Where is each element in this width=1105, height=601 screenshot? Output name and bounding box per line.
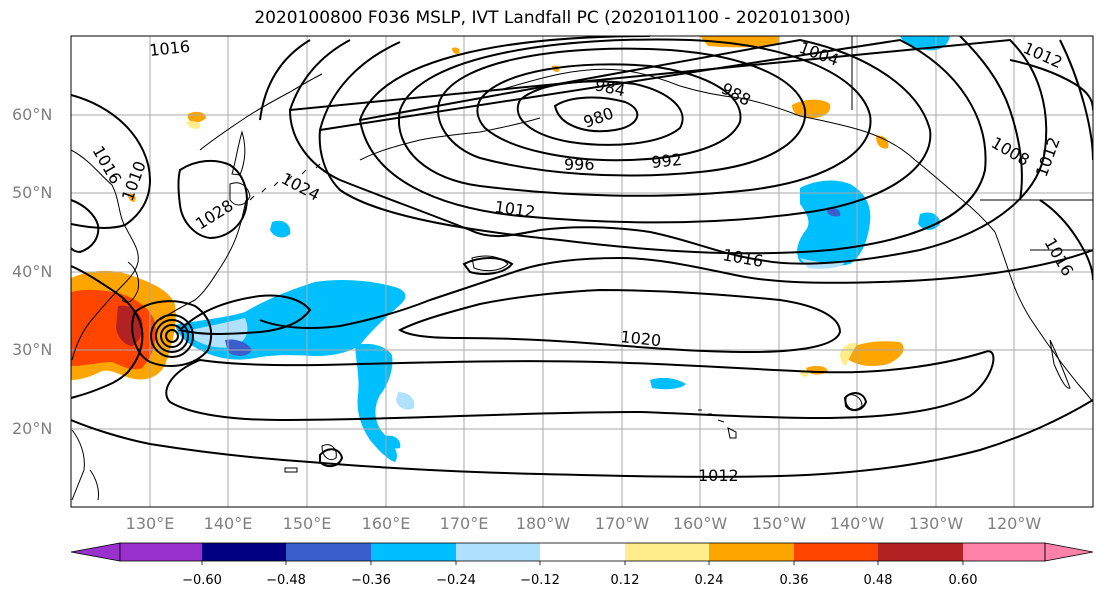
map-border xyxy=(70,35,1094,508)
colorbar-tick-label: 0.48 xyxy=(863,573,893,588)
lon-label: 150°E xyxy=(282,514,332,533)
shading-yellow-kamchatka xyxy=(186,121,201,129)
colorbar-tick-label: −0.60 xyxy=(182,573,222,588)
mslp-contours xyxy=(71,36,1093,478)
lon-label: 170°E xyxy=(439,514,489,533)
colorbar-tick-label: 0.36 xyxy=(779,573,809,588)
colorbar-bin xyxy=(794,543,878,561)
shading-lightblue-filament xyxy=(396,392,415,410)
lon-label: 160°E xyxy=(361,514,411,533)
colorbar-bin xyxy=(202,543,286,561)
colorbar-max-extend xyxy=(1044,542,1094,562)
colorbar-bin xyxy=(709,543,794,561)
colorbar-tick-label: −0.12 xyxy=(520,573,560,588)
shading-orange-near-top xyxy=(452,47,460,54)
shading-blue-dark-goa xyxy=(826,207,841,217)
colorbar-bin xyxy=(625,543,709,561)
isobar-label: 1020 xyxy=(620,327,662,350)
colorbar-tick-label: −0.36 xyxy=(351,573,391,588)
graticule xyxy=(71,36,1093,507)
shading-blue-small-south xyxy=(386,435,401,449)
lon-label: 120°W xyxy=(986,514,1042,533)
colorbar-tick-label: −0.48 xyxy=(266,573,306,588)
colorbar-tick-label: 0.60 xyxy=(948,573,978,588)
lon-label: 160°W xyxy=(672,514,728,533)
shading-orange-alaska-2 xyxy=(876,135,889,149)
lat-label-50n: 50°N xyxy=(12,183,53,202)
shading-blue-darker xyxy=(225,339,252,356)
isobar-label: 996 xyxy=(564,155,595,174)
lon-label: 170°W xyxy=(594,514,650,533)
lat-label-60n: 60°N xyxy=(12,105,53,124)
colorbar-bin xyxy=(963,543,1045,561)
colorbar-bin xyxy=(878,543,963,561)
shading-blue-kuril xyxy=(270,220,291,238)
lon-label: 130°E xyxy=(125,514,175,533)
colorbar xyxy=(70,542,1094,565)
lat-label-20n: 20°N xyxy=(12,419,53,438)
shading-orange-subtropical xyxy=(846,341,904,366)
isobar-label: 992 xyxy=(650,150,682,172)
map-panel: 1016 1004 1012 984 980 988 996 992 1016 … xyxy=(71,36,1093,507)
colorbar-bin xyxy=(286,543,371,561)
lon-label: 140°E xyxy=(203,514,253,533)
lon-label: 150°W xyxy=(751,514,807,533)
shading-orange-top xyxy=(700,36,780,48)
colorbar-tick-label: 0.24 xyxy=(694,573,724,588)
shading-blue-hawaii xyxy=(650,377,686,390)
colorbar-bin xyxy=(120,543,202,561)
lat-label-40n: 40°N xyxy=(12,262,53,281)
colorbar-bin xyxy=(371,543,456,561)
lon-label: 130°W xyxy=(908,514,964,533)
colorbar-min-extend xyxy=(70,542,121,562)
isobar-label: 1012 xyxy=(698,466,739,485)
lon-label: 140°W xyxy=(829,514,885,533)
shading-blue-bc xyxy=(918,212,940,230)
colorbar-tick-label: 0.12 xyxy=(610,573,640,588)
colorbar-bin xyxy=(540,543,625,561)
colorbar-bin xyxy=(456,543,540,561)
shading-darkred-west xyxy=(116,305,143,346)
shading-orange-alaska xyxy=(792,99,831,118)
colorbar-tick-label: −0.24 xyxy=(436,573,476,588)
shading-yellow-subtropical xyxy=(840,342,858,366)
lon-label: 180°W xyxy=(515,514,571,533)
lat-label-30n: 30°N xyxy=(12,340,53,359)
map-title: 2020100800 F036 MSLP, IVT Landfall PC (2… xyxy=(254,8,851,28)
isobar-label: 1016 xyxy=(148,37,190,60)
shading-orange-japan-sea xyxy=(128,193,136,202)
